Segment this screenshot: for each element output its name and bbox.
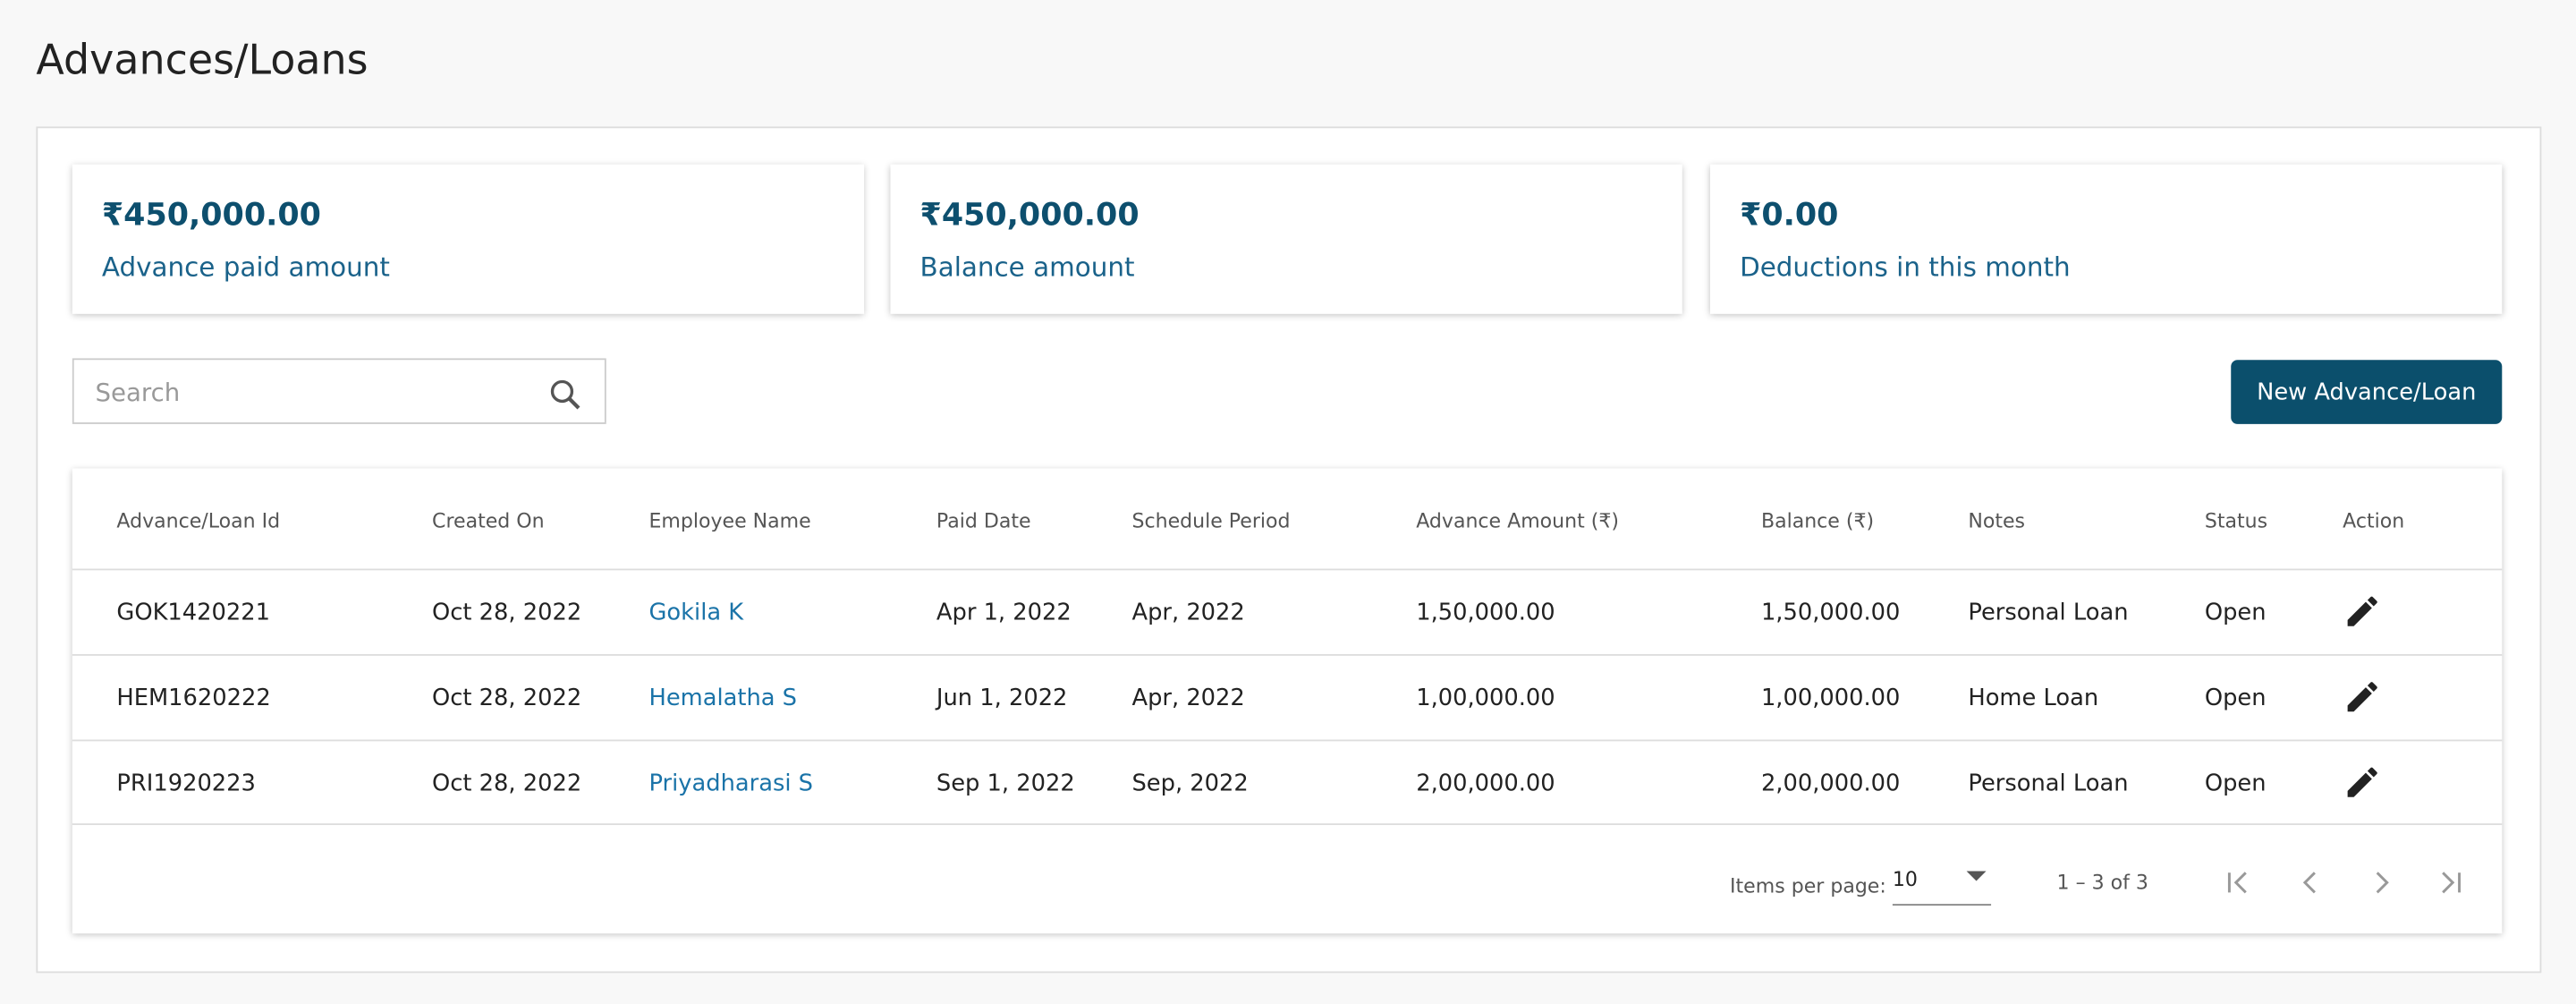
search-placeholder: Search	[95, 378, 181, 408]
column-header: Employee Name	[648, 509, 811, 533]
table: Items per page: 10 1 – 3 of 3 Advance/Lo…	[72, 468, 2503, 935]
items-per-page-label: Items per page:	[1730, 874, 1886, 898]
summary-label: Advance paid amount	[101, 251, 390, 283]
cell: 2,00,000.00	[1416, 770, 1555, 797]
employee-link[interactable]: Gokila K	[648, 600, 744, 626]
employee-link[interactable]: Priyadharasi S	[648, 770, 813, 797]
paginator: Items per page: 10 1 – 3 of 3	[72, 823, 2503, 935]
column-header: Balance (₹)	[1760, 509, 1875, 533]
summary-card: ₹0.00 Deductions in this month	[1710, 164, 2503, 314]
column-header: Paid Date	[936, 509, 1031, 533]
cell: 1,50,000.00	[1416, 600, 1555, 626]
page-size: 10	[1892, 867, 1918, 891]
cell: Open	[2204, 600, 2267, 626]
search-icon	[550, 379, 580, 410]
cell: Apr 1, 2022	[936, 600, 1072, 626]
cell: Apr, 2022	[1131, 600, 1245, 626]
dropdown-arrow	[1966, 871, 1987, 881]
edit-icon[interactable]	[2343, 677, 2382, 717]
column-header: Advance/Loan Id	[116, 509, 281, 533]
cell: Sep, 2022	[1131, 770, 1249, 797]
cell: 1,00,000.00	[1416, 685, 1555, 712]
table-row: PRI1920223 Oct 28, 2022 Priyadharasi S Sep …	[72, 739, 2503, 827]
cell: Sep 1, 2022	[936, 770, 1075, 797]
summary-value: ₹450,000.00	[919, 197, 1140, 234]
column-header: Notes	[1968, 509, 2026, 533]
column-header: Created On	[432, 509, 545, 533]
cell: Oct 28, 2022	[432, 600, 582, 626]
page-nav[interactable]	[2208, 864, 2479, 900]
column-header: Status	[2204, 509, 2268, 533]
cell: 1,50,000.00	[1760, 600, 1901, 626]
page-size-select[interactable]: 10	[1892, 858, 1992, 906]
range-label: 1 – 3 of 3	[2056, 871, 2148, 895]
cell: Open	[2204, 685, 2267, 712]
employee-link[interactable]: Hemalatha S	[648, 685, 798, 712]
cell: Oct 28, 2022	[432, 685, 582, 712]
cell: Personal Loan	[1968, 600, 2129, 626]
cell: Personal Loan	[1968, 770, 2129, 797]
edit-icon[interactable]	[2343, 762, 2382, 802]
column-header: Schedule Period	[1131, 509, 1291, 533]
page-title: Advances/Loans	[36, 36, 369, 84]
cell: PRI1920223	[116, 770, 256, 797]
table-row: GOK1420221 Oct 28, 2022 Gokila K Apr 1, 202…	[72, 568, 2503, 655]
search-box[interactable]: Search	[72, 358, 606, 424]
cell: Home Loan	[1968, 685, 2099, 712]
cell: Jun 1, 2022	[936, 685, 1068, 712]
summary-card: ₹450,000.00 Balance amount	[890, 164, 1682, 314]
cell: 2,00,000.00	[1760, 770, 1901, 797]
cell: GOK1420221	[116, 600, 270, 626]
edit-icon[interactable]	[2343, 591, 2382, 631]
summary-label: Deductions in this month	[1740, 251, 2071, 283]
cell: Oct 28, 2022	[432, 770, 582, 797]
cell: Apr, 2022	[1131, 685, 1245, 712]
summary-value: ₹450,000.00	[101, 197, 321, 234]
cell: HEM1620222	[116, 685, 271, 712]
table-row: HEM1620222 Oct 28, 2022 Hemalatha S Jun 1, …	[72, 654, 2503, 741]
column-header: Action	[2343, 509, 2405, 533]
column-header: Advance Amount (₹)	[1416, 509, 1619, 533]
summary-label: Balance amount	[919, 251, 1135, 283]
cell: 1,00,000.00	[1760, 685, 1901, 712]
summary-card: ₹450,000.00 Advance paid amount	[72, 164, 865, 314]
cell: Open	[2204, 770, 2267, 797]
new-button[interactable]: New Advance/Loan	[2231, 360, 2503, 424]
summary-value: ₹0.00	[1740, 197, 1839, 234]
